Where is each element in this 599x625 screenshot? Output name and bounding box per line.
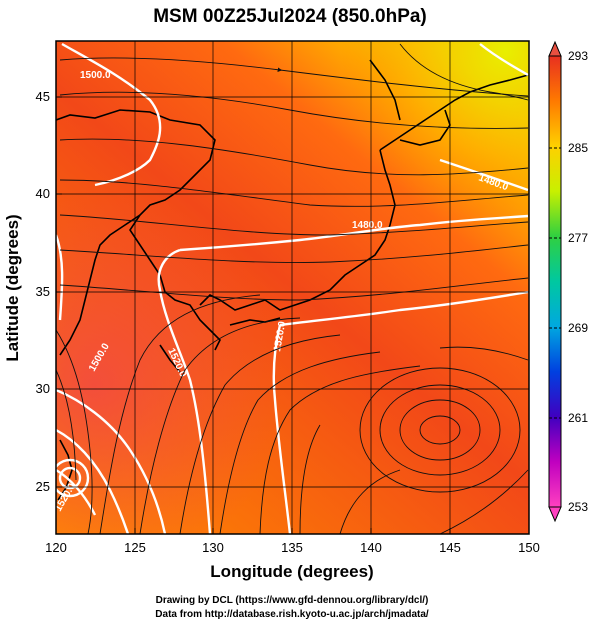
colorbar: 293 285 277 269 261 253 bbox=[548, 40, 588, 523]
colorbar-top-arrow bbox=[548, 40, 562, 57]
contour-label: 1500.0 bbox=[80, 70, 111, 81]
y-tick-label: 40 bbox=[36, 186, 50, 201]
y-tick-label: 30 bbox=[36, 381, 50, 396]
x-tick-label: 145 bbox=[439, 540, 461, 555]
chart-title: MSM 00Z25Jul2024 (850.0hPa) bbox=[153, 6, 427, 27]
plot-area: 1500.0 1500.0 1480.0 1480.0 1520.0 1520.… bbox=[56, 41, 529, 534]
y-tick-label: 45 bbox=[36, 89, 50, 104]
credit-line: Data from http://database.rish.kyoto-u.a… bbox=[155, 609, 429, 620]
x-tick-label: 140 bbox=[360, 540, 382, 555]
y-tick-label: 35 bbox=[36, 284, 50, 299]
colorbar-bottom-arrow bbox=[548, 506, 562, 523]
colorbar-tick-label: 277 bbox=[568, 231, 588, 245]
x-tick-labels: 120 125 130 135 140 145 150 bbox=[45, 540, 540, 555]
x-tick-label: 130 bbox=[202, 540, 224, 555]
colorbar-tick-label: 253 bbox=[568, 500, 588, 514]
x-tick-label: 135 bbox=[281, 540, 303, 555]
y-tick-labels: 45 40 35 30 25 bbox=[36, 89, 50, 494]
x-axis bbox=[55, 528, 530, 534]
y-axis-title: Latitude (degrees) bbox=[3, 214, 22, 361]
x-tick-label: 125 bbox=[124, 540, 146, 555]
warm-region-shading bbox=[56, 41, 529, 534]
colorbar-tick-label: 293 bbox=[568, 49, 588, 63]
x-axis-title: Longitude (degrees) bbox=[210, 562, 373, 581]
contour-label: 1480.0 bbox=[352, 220, 383, 231]
credit-line: Drawing by DCL (https://www.gfd-dennou.o… bbox=[156, 595, 429, 606]
contour-label: 1520.0 bbox=[272, 320, 288, 352]
graticule bbox=[56, 41, 529, 534]
colorbar-tick-label: 269 bbox=[568, 321, 588, 335]
colorbar-scale bbox=[548, 55, 562, 508]
colorbar-tick-label: 261 bbox=[568, 411, 588, 425]
y-tick-label: 25 bbox=[36, 479, 50, 494]
credits: Drawing by DCL (https://www.gfd-dennou.o… bbox=[155, 595, 429, 620]
x-tick-label: 120 bbox=[45, 540, 67, 555]
colorbar-tick-label: 285 bbox=[568, 141, 588, 155]
y-axis bbox=[56, 96, 62, 488]
height-contours bbox=[56, 42, 529, 534]
x-tick-label: 150 bbox=[518, 540, 540, 555]
